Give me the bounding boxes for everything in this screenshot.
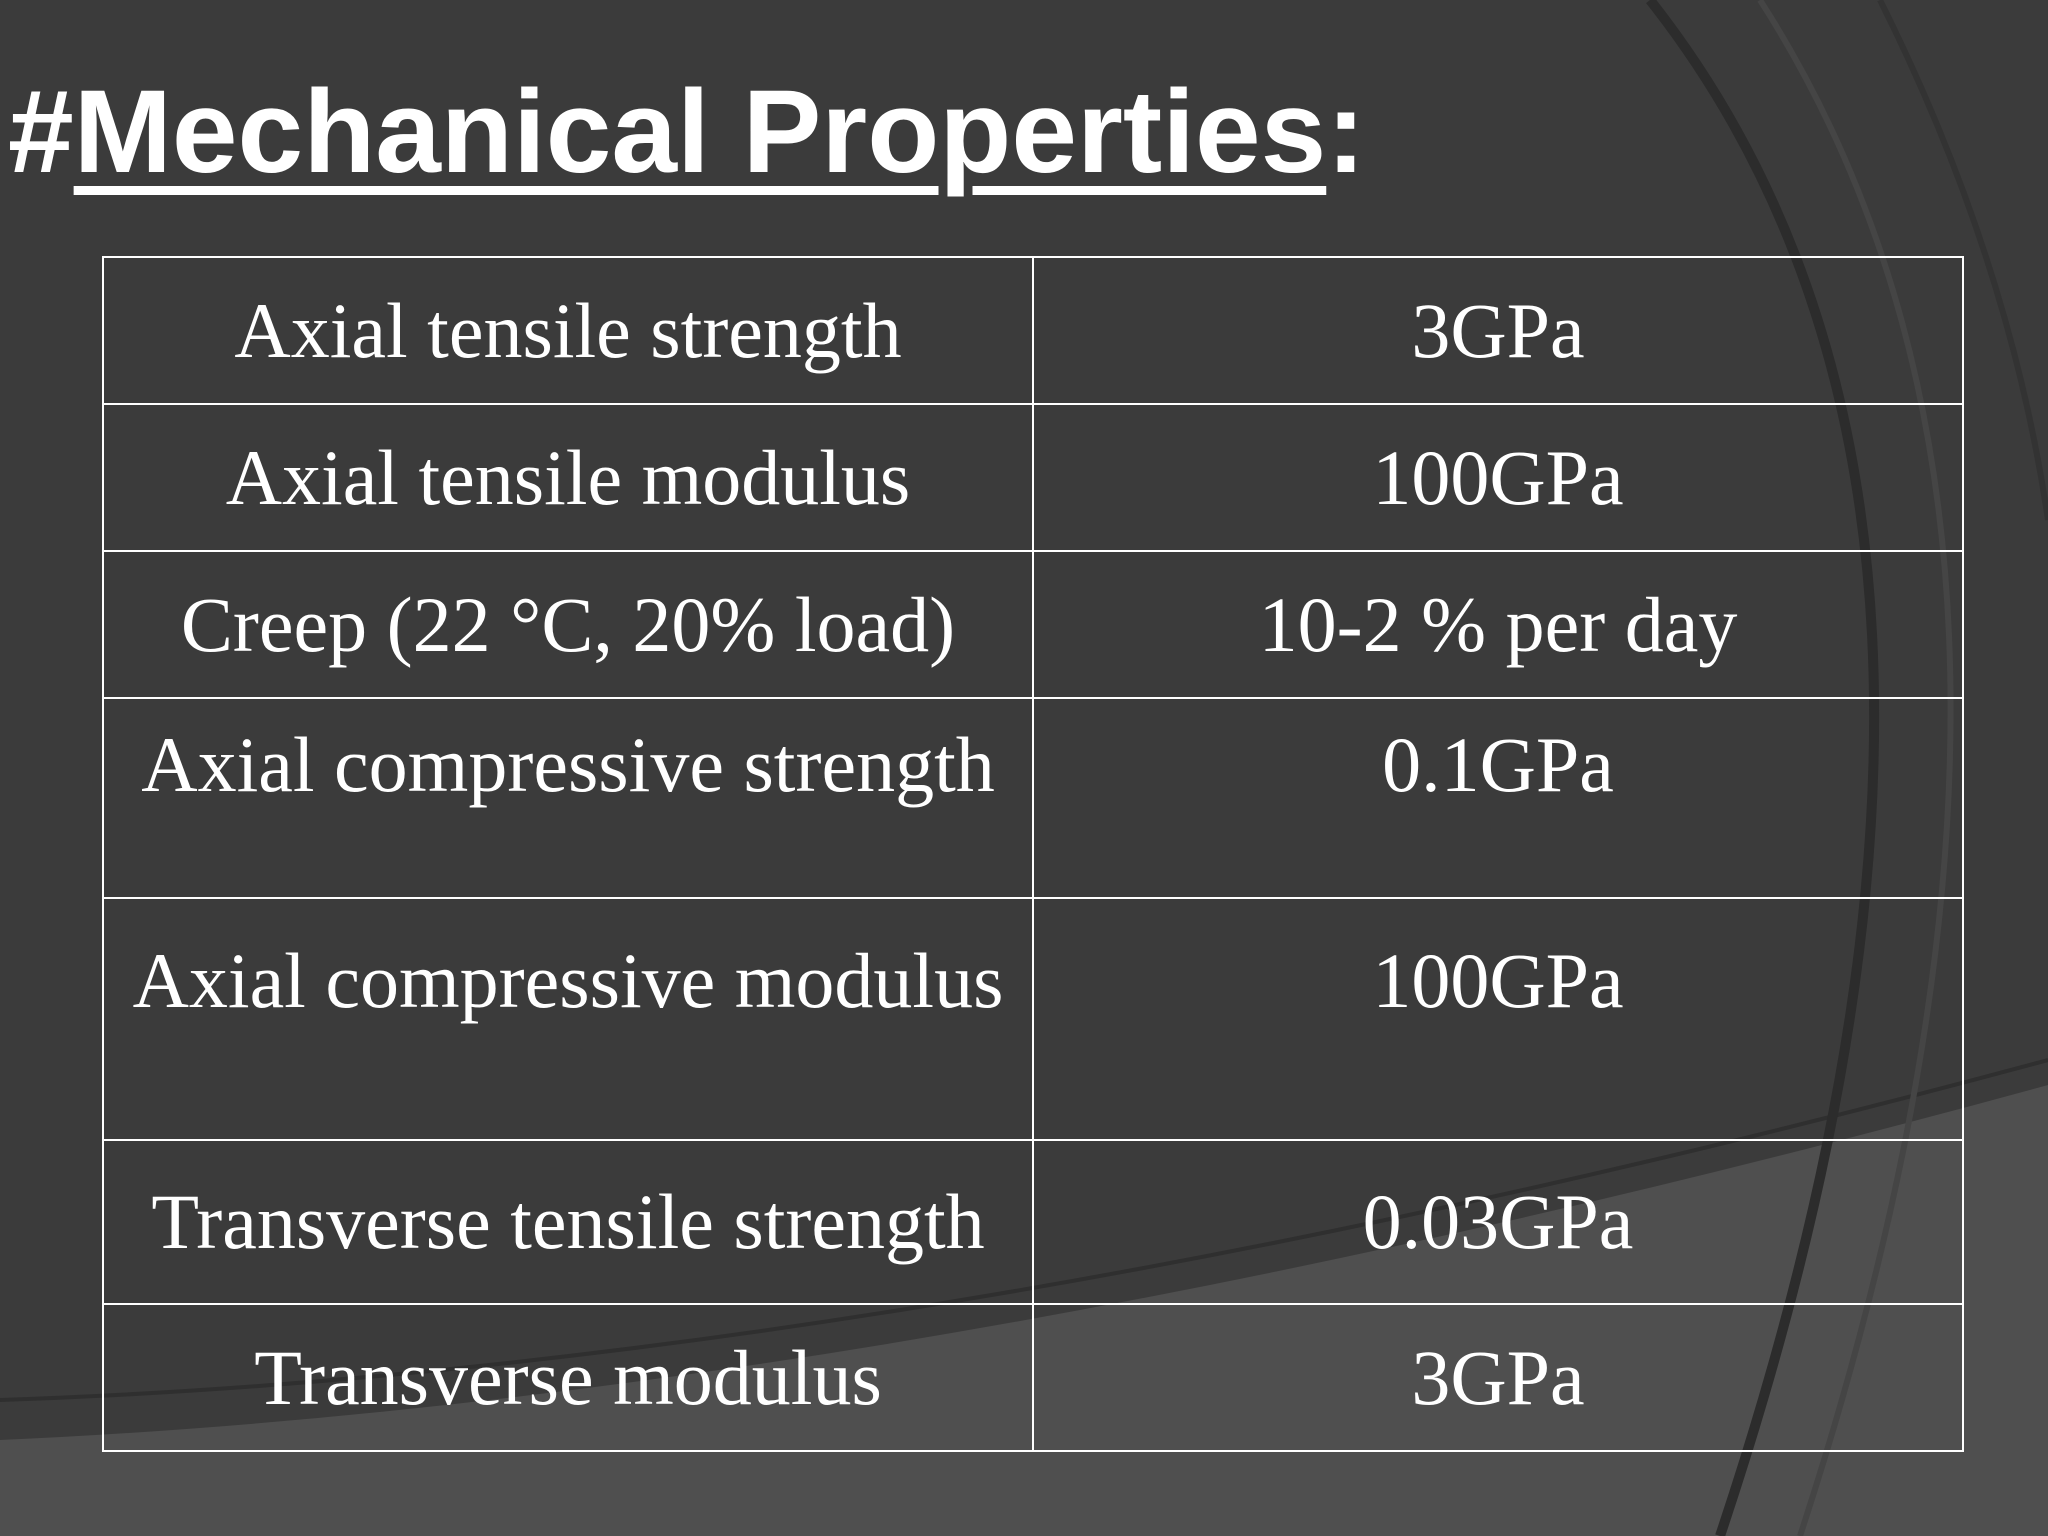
- property-value-cell: 3GPa: [1032, 1303, 1964, 1452]
- property-name-cell: Axial tensile strength: [102, 256, 1034, 405]
- property-value-cell: 100GPa: [1032, 897, 1964, 1141]
- property-name-cell: Axial tensile modulus: [102, 403, 1034, 552]
- property-name-cell: Transverse tensile strength: [102, 1139, 1034, 1305]
- property-name-cell: Transverse modulus: [102, 1303, 1034, 1452]
- mechanical-properties-table: Axial tensile strength 3GPa Axial tensil…: [102, 256, 1964, 1452]
- slide-title: #Mechanical Properties:: [8, 62, 1366, 202]
- property-value-cell: 0.1GPa: [1032, 697, 1964, 899]
- table-row: Transverse tensile strength 0.03GPa: [102, 1139, 1964, 1305]
- table-row: Axial tensile modulus 100GPa: [102, 403, 1964, 552]
- property-value-cell: 0.03GPa: [1032, 1139, 1964, 1305]
- property-value-cell: 100GPa: [1032, 403, 1964, 552]
- title-prefix: #: [8, 66, 74, 198]
- table-row: Axial compressive strength 0.1GPa: [102, 697, 1964, 899]
- table-row: Axial compressive modulus 100GPa: [102, 897, 1964, 1141]
- title-main: Mechanical Properties: [73, 66, 1327, 198]
- property-value-cell: 3GPa: [1032, 256, 1964, 405]
- table-row: Axial tensile strength 3GPa: [102, 256, 1964, 405]
- property-value-cell: 10-2 % per day: [1032, 550, 1964, 699]
- table-row: Transverse modulus 3GPa: [102, 1303, 1964, 1452]
- property-name-cell: Creep (22 °C, 20% load): [102, 550, 1034, 699]
- property-name-cell: Axial compressive strength: [102, 697, 1034, 899]
- property-name-cell: Axial compressive modulus: [102, 897, 1034, 1141]
- table-row: Creep (22 °C, 20% load) 10-2 % per day: [102, 550, 1964, 699]
- title-suffix: :: [1326, 66, 1366, 198]
